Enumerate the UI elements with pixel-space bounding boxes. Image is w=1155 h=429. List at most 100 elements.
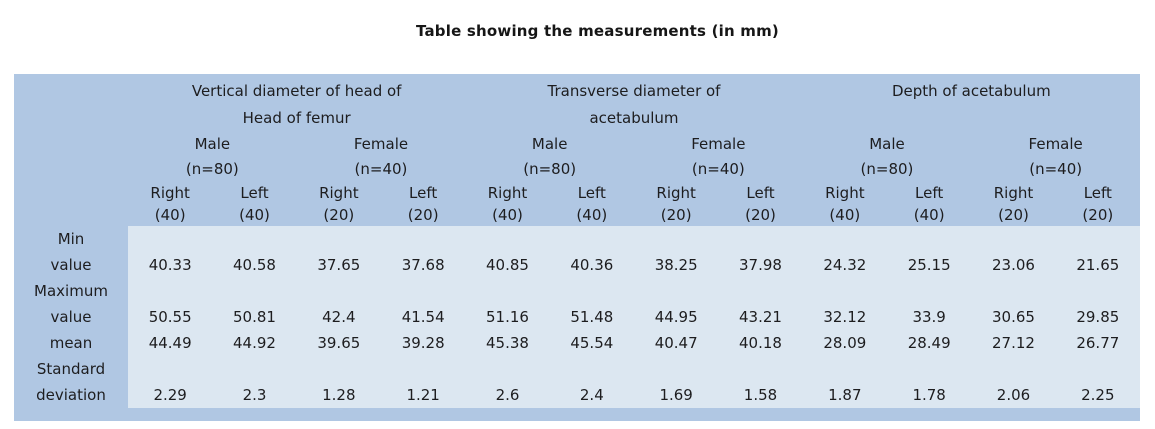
row-label: Standard deviation xyxy=(14,356,128,408)
value-cell: 38.25 xyxy=(634,226,719,278)
side-count: (20) xyxy=(998,206,1029,224)
table-row-mean: mean 44.49 44.92 39.65 39.28 45.38 45.54… xyxy=(14,330,1140,356)
value-cell: 24.32 xyxy=(802,226,887,278)
side-count: (40) xyxy=(829,206,861,224)
value-cell: 45.54 xyxy=(549,330,634,356)
sex-label: Male xyxy=(869,135,905,153)
side-label: Right xyxy=(825,184,865,202)
value-cell: 28.49 xyxy=(887,330,972,356)
sex-n: (n=80) xyxy=(860,160,914,178)
row-label-line1: Maximum xyxy=(34,282,108,300)
value-cell: 1.78 xyxy=(887,356,972,408)
value-cell: 37.98 xyxy=(718,226,803,278)
measurements-table: Vertical diameter of head of Head of fem… xyxy=(14,74,1140,421)
value-cell: 1.58 xyxy=(718,356,803,408)
side-count: (20) xyxy=(323,206,355,224)
side-count: (20) xyxy=(745,206,776,224)
value-cell: 2.6 xyxy=(465,356,550,408)
group-header-line2 xyxy=(803,105,1140,132)
value-cell: 51.16 xyxy=(465,278,550,330)
sex-header-row: Male (n=80) Female (n=40) Male (n=80) Fe… xyxy=(14,132,1140,182)
side-label: Left xyxy=(746,184,775,202)
corner-spacer xyxy=(14,78,128,132)
side-label: Left xyxy=(915,184,944,202)
table-row-maximum-value: Maximum value 50.55 50.81 42.4 41.54 51.… xyxy=(14,278,1140,330)
value-cell: 2.25 xyxy=(1055,356,1140,408)
sex-n: (n=40) xyxy=(691,160,745,178)
side-count: (20) xyxy=(1082,206,1114,224)
value-cell: 2.29 xyxy=(128,356,213,408)
side-header: Right (40) xyxy=(465,182,549,226)
side-header: Left (40) xyxy=(550,182,634,226)
value-cell: 44.49 xyxy=(128,330,213,356)
value-cell: 40.47 xyxy=(634,330,719,356)
side-header: Left (20) xyxy=(718,182,802,226)
side-label: Right xyxy=(150,184,190,202)
sex-header: Male (n=80) xyxy=(128,132,297,182)
side-label: Left xyxy=(409,184,438,202)
value-cell: 29.85 xyxy=(1055,278,1140,330)
side-count: (40) xyxy=(913,206,945,224)
sex-label: Female xyxy=(691,135,746,153)
side-header: Right (40) xyxy=(803,182,887,226)
value-cell: 44.92 xyxy=(212,330,297,356)
value-cell: 50.81 xyxy=(212,278,297,330)
value-cell: 37.65 xyxy=(296,226,381,278)
row-label: Min value xyxy=(14,226,128,278)
side-count: (40) xyxy=(239,206,270,224)
table-row-min-value: Min value 40.33 40.58 37.65 37.68 40.85 … xyxy=(14,226,1140,278)
side-header: Left (40) xyxy=(212,182,296,226)
row-label: mean xyxy=(14,330,128,356)
row-label-line1: Min xyxy=(57,230,85,248)
value-cell: 41.54 xyxy=(381,278,466,330)
value-cell: 23.06 xyxy=(971,226,1056,278)
value-cell: 1.28 xyxy=(296,356,381,408)
value-cell: 51.48 xyxy=(549,278,634,330)
sex-n: (n=80) xyxy=(523,160,577,178)
side-header: Right (20) xyxy=(634,182,718,226)
value-cell: 43.21 xyxy=(718,278,803,330)
value-cell: 28.09 xyxy=(802,330,887,356)
sex-label: Male xyxy=(531,135,568,153)
sex-label: Female xyxy=(1028,135,1083,153)
value-cell: 2.4 xyxy=(549,356,634,408)
table-row-standard-deviation: Standard deviation 2.29 2.3 1.28 1.21 2.… xyxy=(14,356,1140,408)
table-title: Table showing the measurements (in mm) xyxy=(415,22,779,40)
value-cell: 40.18 xyxy=(718,330,803,356)
group-header-line2: Head of femur xyxy=(242,109,351,127)
value-cell: 1.21 xyxy=(381,356,466,408)
value-cell: 40.85 xyxy=(465,226,550,278)
value-cell: 37.68 xyxy=(381,226,466,278)
side-label: Left xyxy=(577,184,606,202)
side-label: Left xyxy=(240,184,269,202)
value-cell: 44.95 xyxy=(634,278,719,330)
group-header-line1: Transverse diameter of xyxy=(547,82,721,100)
row-label: Maximum value xyxy=(14,278,128,330)
corner-spacer xyxy=(14,182,128,226)
row-label-line2: value xyxy=(50,256,92,274)
sex-label: Male xyxy=(194,135,231,153)
side-label: Right xyxy=(993,184,1034,202)
value-cell: 45.38 xyxy=(465,330,550,356)
value-cell: 2.06 xyxy=(971,356,1056,408)
side-label: Left xyxy=(1083,184,1112,202)
value-cell: 2.3 xyxy=(212,356,297,408)
group-header-line1: Depth of acetabulum xyxy=(891,82,1051,100)
sex-header: Male (n=80) xyxy=(803,132,972,182)
side-header-row: Right (40) Left (40) Right (20) Left (20… xyxy=(14,182,1140,226)
side-count: (40) xyxy=(492,206,523,224)
value-cell: 40.33 xyxy=(128,226,213,278)
corner-spacer xyxy=(14,132,128,182)
value-cell: 39.28 xyxy=(381,330,466,356)
side-header: Right (20) xyxy=(971,182,1055,226)
row-label-line1: Standard xyxy=(36,360,106,378)
row-label-line2: value xyxy=(50,308,92,326)
row-label-line2: mean xyxy=(49,334,93,352)
sex-header: Female (n=40) xyxy=(634,132,803,182)
sex-n: (n=40) xyxy=(354,160,408,178)
side-count: (40) xyxy=(154,206,186,224)
value-cell: 39.65 xyxy=(296,330,381,356)
sex-header: Male (n=80) xyxy=(465,132,634,182)
sex-header: Female (n=40) xyxy=(297,132,466,182)
group-header-depth-acetabulum: Depth of acetabulum xyxy=(803,78,1140,132)
